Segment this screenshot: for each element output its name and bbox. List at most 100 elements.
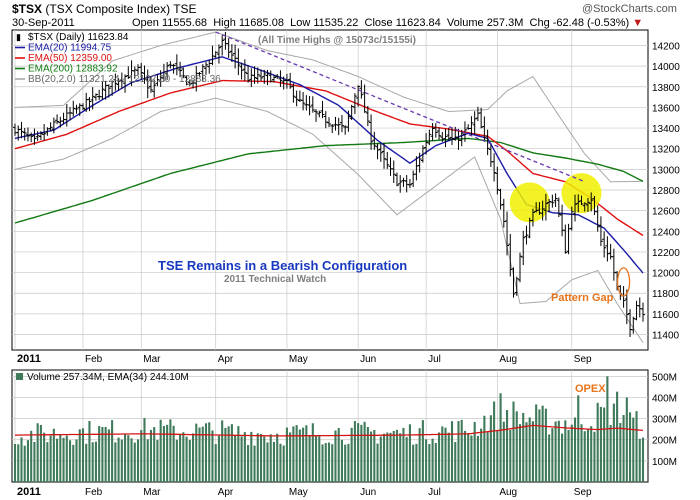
- price-ohlc-bar: [511, 267, 516, 298]
- volume-bar: [324, 443, 327, 482]
- price-ohlc-bar: [492, 153, 497, 182]
- volume-bar: [104, 426, 107, 482]
- price-ohlc-bar: [197, 71, 202, 77]
- close-value: 11623.84: [395, 17, 441, 29]
- price-ohlc-bar: [100, 81, 105, 101]
- bb-lower-line: [14, 97, 644, 343]
- price-ohlc-bar: [505, 211, 510, 256]
- open-label: Open: [132, 17, 159, 29]
- volume-bar: [370, 431, 373, 482]
- price-ohlc-bar: [485, 129, 490, 156]
- volume-x-tick-label: Jun: [360, 487, 376, 498]
- volume-bar: [625, 397, 628, 482]
- volume-bar: [56, 438, 59, 482]
- price-ohlc-bar: [605, 236, 610, 262]
- chg-label: Chg: [529, 17, 550, 29]
- high-label: High: [213, 17, 236, 29]
- price-ohlc-bar: [323, 111, 328, 129]
- price-ohlc-bar: [530, 208, 535, 227]
- volume-x-tick-label: Feb: [85, 487, 103, 498]
- volume-bar: [593, 431, 596, 482]
- volume-bar: [276, 433, 279, 482]
- volume-bar: [133, 442, 136, 482]
- price-ohlc-bar: [142, 65, 147, 84]
- volume-bar: [179, 433, 182, 482]
- price-ohlc-bar: [200, 64, 205, 82]
- volume-bar: [175, 439, 178, 482]
- price-ohlc-bar: [301, 91, 306, 111]
- volume-bar: [243, 432, 246, 482]
- volume-bar: [599, 406, 602, 482]
- price-ohlc-bar: [275, 73, 280, 79]
- price-ohlc-bar: [579, 195, 584, 206]
- volume-bar: [13, 443, 17, 482]
- volume-bar: [580, 424, 583, 482]
- volume-bar: [564, 420, 567, 482]
- volume-x-tick-label: 2011: [17, 486, 41, 498]
- legend-label: BB(20,2.0) 11321.24 - 12102.30 - 12883.3…: [28, 74, 221, 85]
- volume-bar: [412, 444, 415, 482]
- volume-bar: [612, 403, 615, 482]
- volume-bar: [308, 436, 311, 482]
- volume-bar: [609, 425, 612, 482]
- volume-bar: [635, 411, 638, 482]
- price-ohlc-bar: [48, 122, 53, 132]
- volume-bar: [486, 432, 489, 482]
- price-ohlc-bar: [540, 200, 545, 221]
- price-ohlc-bar: [123, 74, 128, 93]
- volume-bar: [162, 426, 165, 482]
- price-ohlc-bar: [372, 131, 377, 150]
- volume-bar: [234, 434, 237, 482]
- low-value: 11535.22: [313, 17, 359, 29]
- volume-bar: [269, 434, 272, 482]
- price-ohlc-bar: [556, 197, 561, 218]
- volume-bar: [408, 424, 411, 482]
- volume-bar: [217, 435, 220, 482]
- price-ohlc-bar: [220, 35, 225, 56]
- volume-ema34-line: [15, 424, 644, 437]
- volume-x-tick-label: Aug: [499, 487, 517, 498]
- volume-bar: [638, 438, 641, 482]
- ohlc-readout: Open 11555.68 High 11685.08 Low 11535.22…: [132, 17, 643, 29]
- price-ohlc-bar: [110, 80, 115, 96]
- volume-bar: [185, 436, 188, 482]
- price-ohlc-bar: [631, 316, 636, 334]
- volume-bar: [505, 410, 509, 482]
- volume-x-tick-label: Sep: [574, 487, 592, 498]
- price-ohlc-bar: [106, 84, 111, 98]
- volume-bar: [101, 426, 104, 482]
- price-ohlc-bar: [268, 70, 273, 83]
- volume-bar: [347, 443, 350, 482]
- price-ohlc-bar: [336, 117, 341, 136]
- legend-label: EMA(200) 12883.92: [28, 64, 118, 75]
- price-ohlc-bar: [55, 114, 60, 125]
- price-ohlc-bar: [417, 152, 422, 173]
- price-ohlc-bar: [498, 188, 503, 210]
- price-ohlc-bar: [310, 96, 315, 113]
- volume-bar: [172, 425, 175, 482]
- volume-bar: [583, 431, 586, 482]
- price-ohlc-bar: [359, 80, 364, 99]
- volume-bar: [221, 420, 224, 482]
- price-ohlc-bar: [38, 131, 43, 141]
- volume-axis-tick-label: 500M: [652, 372, 677, 383]
- price-x-tick-label: 2011: [17, 353, 41, 365]
- price-ohlc-bar: [278, 70, 283, 87]
- volume-bar: [366, 426, 369, 482]
- volume-bar: [124, 434, 127, 482]
- volume-x-tick-label: May: [289, 487, 308, 498]
- volume-bar: [334, 430, 337, 482]
- pattern-gap-oval: [616, 267, 631, 297]
- stockcharts-brand[interactable]: @StockCharts.com: [582, 3, 677, 15]
- volume-bar: [493, 401, 496, 482]
- volume-bar: [567, 429, 570, 482]
- volume-bar: [360, 424, 363, 482]
- volume-bar: [250, 431, 253, 482]
- price-ohlc-bar: [236, 48, 241, 76]
- volume-bar: [344, 444, 347, 482]
- volume-bar: [499, 393, 502, 482]
- price-ohlc-bar: [543, 193, 548, 221]
- ema50-line: [14, 79, 644, 237]
- price-ohlc-bar: [469, 116, 474, 136]
- price-ohlc-bar: [391, 160, 396, 184]
